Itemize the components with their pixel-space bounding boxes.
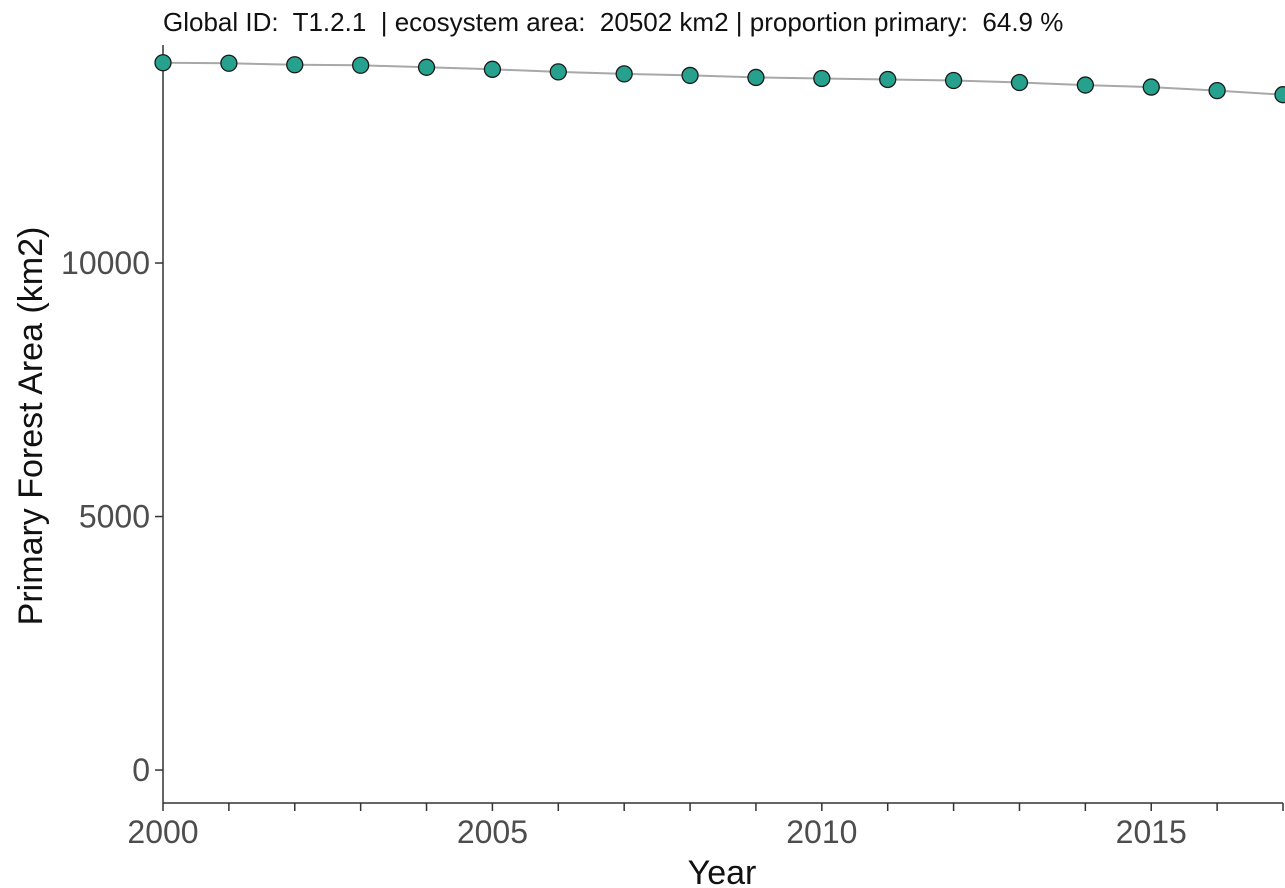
x-axis-title: Year <box>688 854 757 888</box>
y-tick-label: 10000 <box>61 245 150 281</box>
plot-area: 0 5000 10000 2000 2005 2010 2015 <box>61 45 1285 850</box>
series-line <box>162 61 1284 96</box>
data-point <box>1208 81 1226 100</box>
data-point <box>1010 73 1029 92</box>
data-point <box>879 70 897 89</box>
chart-title: Global ID: T1.2.1 | ecosystem area: 2050… <box>163 7 1063 37</box>
data-point <box>681 66 699 85</box>
x-tick-label: 2005 <box>457 814 528 850</box>
data-point <box>1142 78 1160 96</box>
data-point <box>220 54 238 72</box>
data-point <box>615 65 633 83</box>
data-point <box>813 69 831 88</box>
x-tick-label: 2000 <box>127 814 198 850</box>
x-tick-label: 2010 <box>786 814 857 850</box>
data-point <box>747 68 765 87</box>
data-point <box>417 58 436 76</box>
data-point <box>286 56 304 74</box>
data-point <box>1076 76 1095 94</box>
data-point <box>154 54 172 72</box>
data-point <box>483 60 502 78</box>
data-point <box>549 63 567 81</box>
y-tick-label: 0 <box>132 752 150 788</box>
data-point <box>944 71 963 90</box>
y-tick-label: 5000 <box>79 499 150 535</box>
y-axis-title: Primary Forest Area (km2) <box>12 227 50 626</box>
x-tick-label: 2015 <box>1116 814 1187 850</box>
data-point <box>1274 86 1285 104</box>
data-point <box>351 56 370 74</box>
